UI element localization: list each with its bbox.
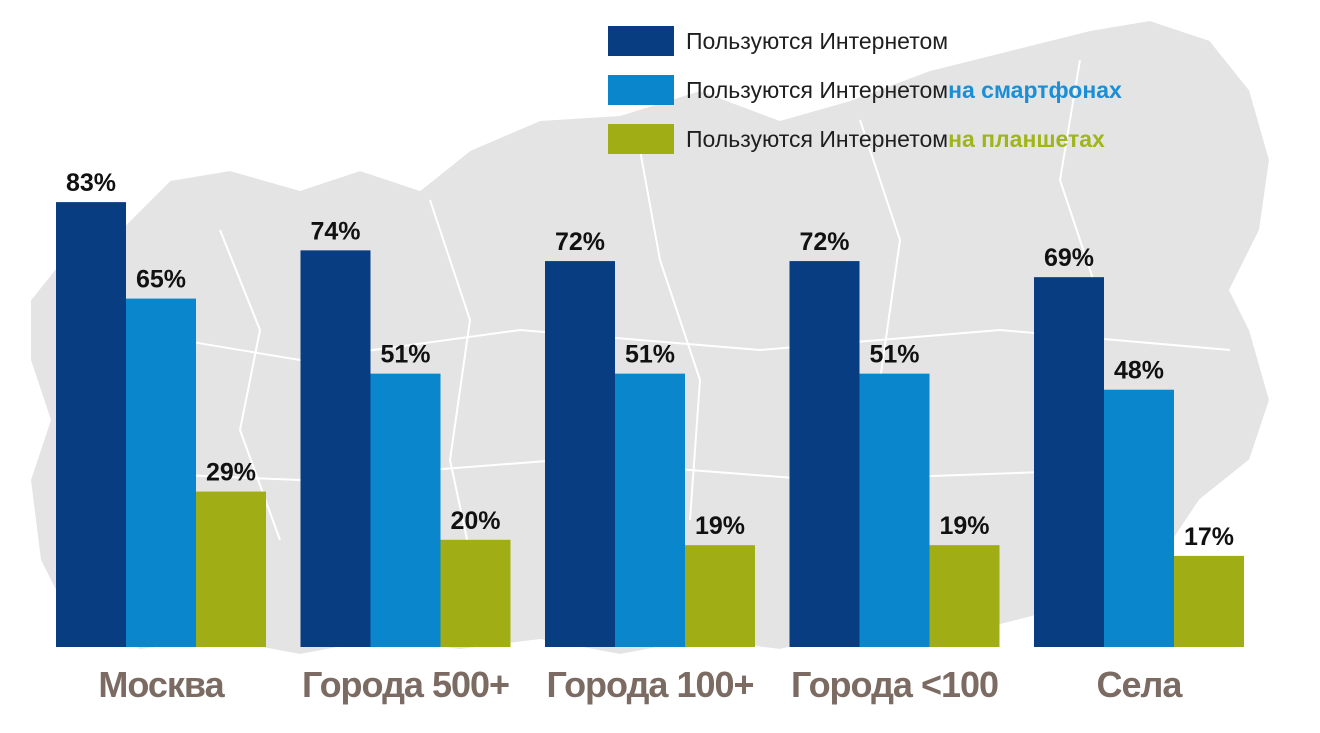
legend-swatch-1 [608,75,674,105]
legend-text-2: Пользуются Интернетом [686,125,949,152]
legend-item-0: Пользуются Интернетом [608,26,1122,56]
legend-item-2: Пользуются Интернетом на планшетах [608,124,1122,154]
legend-swatch-2 [608,124,674,154]
bar-1-0 [300,250,371,648]
category-label-0: Москва [98,664,225,705]
legend-swatch-0 [608,26,674,56]
value-labels-layer: 83% 65% 29% 74% 51% 20% 72% 51% 19% 72% 51% 19% 69% 4… [66,169,1234,551]
bar-3-2 [929,545,1000,647]
bar-4-1 [1104,389,1174,647]
bar-2-1 [615,373,685,647]
bar-3-0 [789,261,860,647]
category-label-1: Города 500+ [302,664,509,705]
legend-accent-text-1: на смартфонах [948,76,1122,103]
category-labels-layer: Москва Города 500+ Города 100+ Города <100 С… [98,664,1184,705]
value-label-3-0: 72% [799,228,849,256]
value-label-1-2: 20% [450,507,500,535]
bar-0-2 [196,491,266,647]
bar-2-0 [545,261,615,647]
value-label-1-0: 74% [310,217,360,245]
bar-4-2 [1174,555,1244,647]
bar-0-1 [126,298,196,647]
value-label-1-1: 51% [380,341,430,369]
value-label-4-2: 17% [1184,523,1234,551]
legend-item-1: Пользуются Интернетом на смартфонах [608,75,1122,105]
bar-1-1 [370,373,441,647]
value-label-2-0: 72% [555,228,605,256]
value-label-0-0: 83% [66,169,116,197]
category-label-2: Города 100+ [546,664,753,705]
value-label-2-1: 51% [625,341,675,369]
value-label-0-2: 29% [206,459,256,487]
bar-2-2 [685,545,755,647]
map-regions [59,59,1231,601]
value-label-3-1: 51% [869,341,919,369]
value-label-4-0: 69% [1044,244,1094,272]
category-label-4: Села [1097,664,1184,705]
legend: Пользуются Интернетом Пользуются Интернет… [608,26,1122,173]
value-label-2-2: 19% [695,512,745,540]
value-label-0-1: 65% [136,266,186,294]
bar-0-0 [56,202,126,647]
bar-1-2 [440,539,511,647]
legend-text-0: Пользуются Интернетом [686,27,949,54]
value-label-4-1: 48% [1114,357,1164,385]
legend-accent-text-2: на планшетах [948,125,1105,152]
category-label-3: Города <100 [791,664,998,705]
bar-4-0 [1034,277,1104,647]
bar-3-1 [859,373,930,647]
value-label-3-2: 19% [939,512,989,540]
bars-layer [56,202,1244,648]
legend-text-1: Пользуются Интернетом [686,76,949,103]
